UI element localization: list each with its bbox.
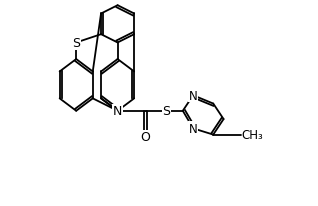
Text: N: N — [113, 105, 122, 118]
Text: N: N — [189, 89, 197, 102]
Text: CH₃: CH₃ — [242, 129, 264, 141]
Text: S: S — [162, 105, 170, 118]
Text: S: S — [72, 37, 80, 50]
Text: O: O — [141, 131, 150, 143]
Text: N: N — [189, 122, 197, 135]
